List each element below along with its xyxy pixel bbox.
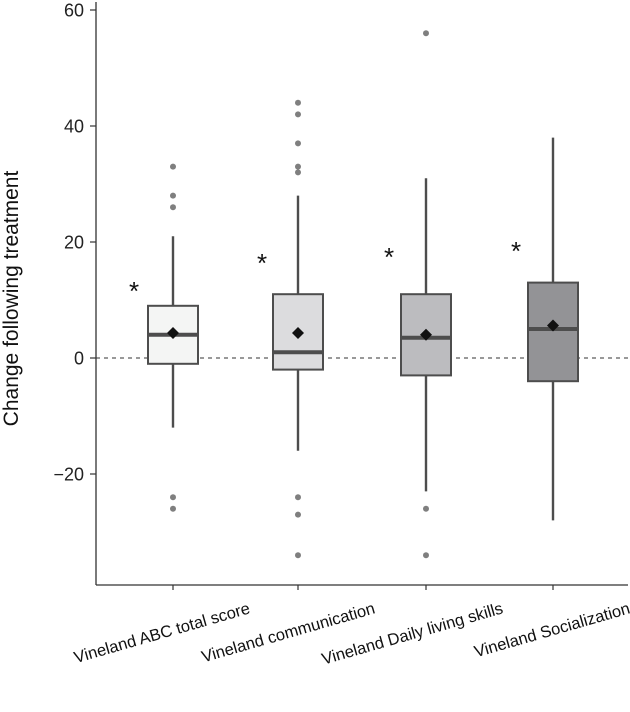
- outlier-point: [295, 111, 301, 118]
- mean-marker: [292, 327, 304, 340]
- significance-marker: *: [129, 276, 139, 306]
- y-tick-label: 40: [64, 117, 84, 137]
- outlier-point: [423, 30, 429, 37]
- mean-marker: [167, 327, 179, 340]
- outlier-point: [295, 552, 301, 559]
- box-group: *: [257, 99, 324, 559]
- outlier-point: [423, 552, 429, 559]
- outlier-point: [295, 494, 301, 501]
- y-tick-label: 20: [64, 233, 84, 253]
- box-group: *: [511, 137, 579, 521]
- outlier-point: [295, 99, 301, 106]
- significance-marker: *: [257, 248, 267, 278]
- box-group: *: [129, 163, 199, 512]
- y-axis-title: Change following treatment: [0, 171, 23, 427]
- box-group: *: [384, 30, 452, 559]
- box-iqr: [527, 281, 579, 383]
- significance-marker: *: [511, 236, 521, 266]
- mean-marker: [420, 328, 432, 341]
- mean-marker: [547, 319, 559, 332]
- outlier-point: [295, 140, 301, 147]
- outlier-point: [170, 163, 176, 170]
- y-tick-label: 60: [64, 1, 84, 21]
- y-tick-label: 0: [74, 349, 84, 369]
- outlier-point: [295, 511, 301, 518]
- outlier-point: [170, 494, 176, 501]
- outlier-point: [170, 192, 176, 199]
- boxes: * * * *: [129, 30, 579, 559]
- outlier-point: [295, 169, 301, 176]
- outlier-point: [295, 163, 301, 170]
- outlier-point: [170, 204, 176, 211]
- outlier-point: [170, 505, 176, 512]
- significance-marker: *: [384, 242, 394, 272]
- outlier-point: [423, 505, 429, 512]
- y-tick-label: −20: [53, 465, 84, 485]
